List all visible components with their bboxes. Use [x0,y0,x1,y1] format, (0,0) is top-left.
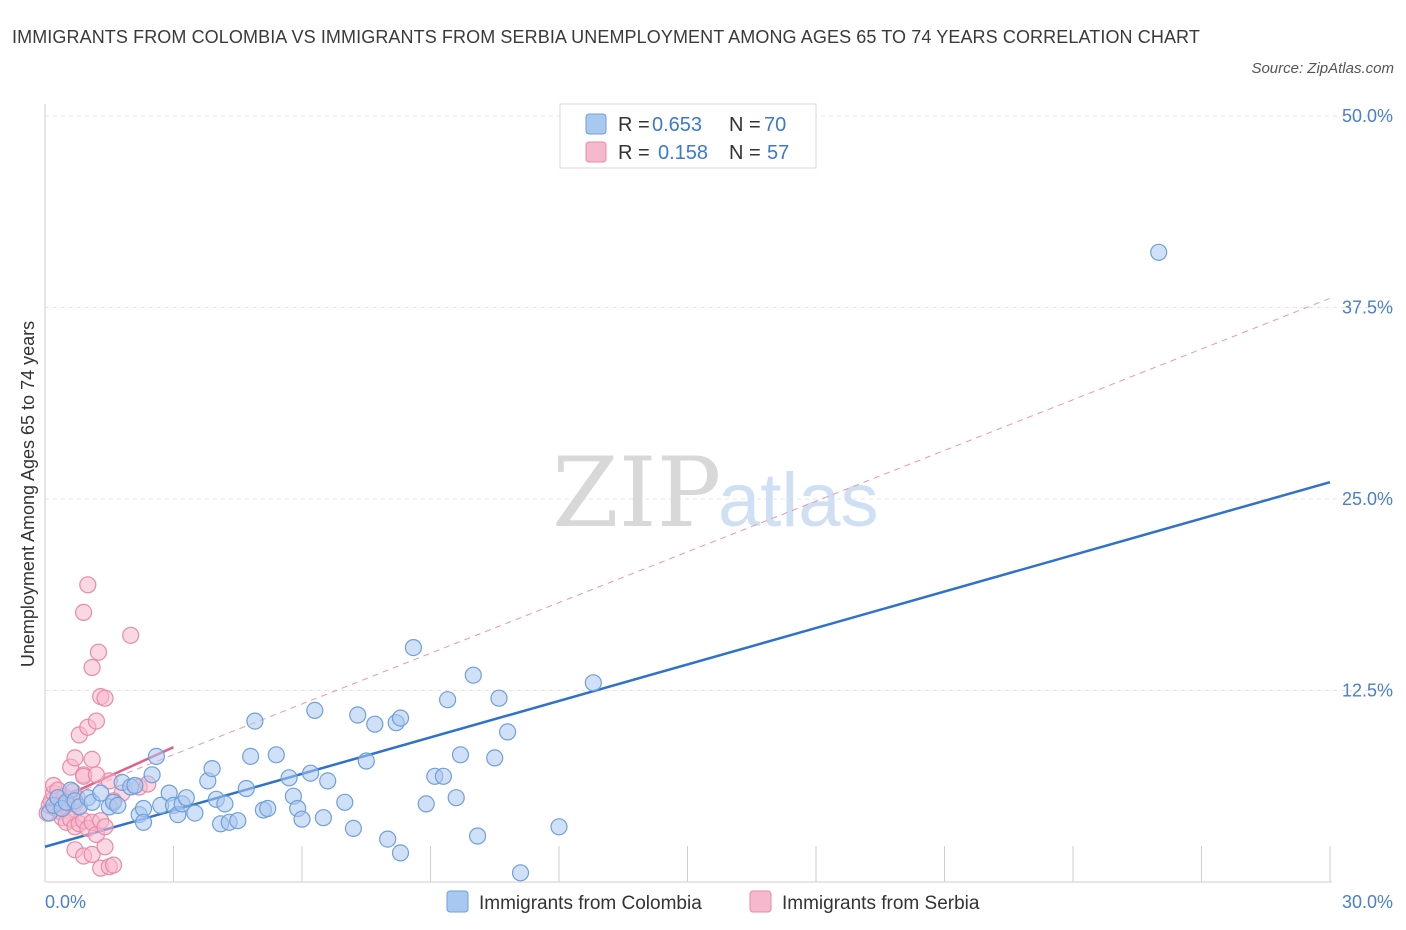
bottom-legend-label-colombia: Immigrants from Colombia [479,893,702,914]
colombia-point-48 [314,809,332,827]
colombia-point-64 [447,789,465,807]
colombia-point-38 [246,712,264,730]
colombia-point-52 [349,706,367,724]
source-label: Source: ZipAtlas.com [1251,60,1394,77]
legend-n-label-colombia: N = [729,114,761,136]
legend-n-label-serbia: N = [729,142,761,164]
y-axis-title: Unemployment Among Ages 65 to 74 years [18,321,38,667]
legend-n-value-serbia: 57 [767,142,789,164]
legend-r-label-serbia: R = [618,142,650,164]
data-points [38,243,1168,882]
x-tick-label-0: 0.0% [45,892,86,912]
colombia-point-33 [216,795,234,813]
x-tick-label-1: 30.0% [1342,892,1393,912]
legend-r-label-colombia: R = [618,114,650,136]
y-tick-label-0: 12.5% [1342,681,1393,701]
colombia-point-45 [293,810,311,828]
colombia-point-66 [464,666,482,684]
colombia-point-57 [391,709,410,727]
y-tick-label-2: 37.5% [1342,298,1393,318]
colombia-point-36 [237,779,255,798]
colombia-point-49 [319,772,337,790]
serbia-point-45 [83,845,101,864]
grid-lines [45,115,1390,691]
tick-labels: 12.5% 25.0% 37.5% 50.0% 0.0% 30.0% [45,106,1393,912]
serbia-point-39 [74,603,93,622]
colombia-point-30 [203,759,221,778]
colombia-point-10 [92,784,110,802]
colombia-point-53 [357,752,375,770]
serbia-point-37 [96,689,114,707]
trend-lines [44,297,1331,848]
colombia-point-27 [177,789,195,807]
colombia-point-54 [366,715,384,733]
legend-n-value-colombia: 70 [764,114,786,136]
watermark-zip: ZIP [552,437,721,549]
colombia-point-20 [143,766,161,784]
colombia-point-63 [439,691,457,709]
trend-line-colombia [44,480,1331,848]
colombia-point-65 [451,746,470,764]
legend: R = 0.653 N = 70 R = 0.158 N = 57 [559,103,817,169]
trend-line-serbia-extended [44,297,1331,806]
colombia-point-58 [391,844,410,862]
serbia-point-42 [122,626,140,644]
colombia-point-41 [267,746,285,764]
colombia-point-50 [336,793,354,811]
colombia-point-59 [404,638,422,657]
serbia-point-28 [96,818,114,836]
colombia-point-71 [511,864,530,882]
bottom-legend-label-serbia: Immigrants from Serbia [782,893,980,914]
legend-swatch-colombia [585,113,607,135]
bottom-legend: Immigrants from Colombia Immigrants from… [446,890,980,914]
chart-title: IMMIGRANTS FROM COLOMBIA VS IMMIGRANTS F… [12,27,1200,47]
colombia-point-21 [147,747,165,766]
colombia-point-70 [499,723,517,741]
serbia-point-41 [89,643,108,661]
serbia-point-47 [96,838,114,856]
colombia-point-42 [280,769,298,787]
colombia-point-16 [126,776,144,795]
colombia-point-62 [434,767,452,785]
colombia-point-40 [259,799,277,818]
bottom-legend-swatch-serbia [749,890,772,913]
legend-r-value-serbia: 0.158 [658,142,708,164]
y-tick-label-1: 25.0% [1342,489,1393,509]
colombia-point-60 [417,795,435,813]
colombia-point-19 [134,813,153,831]
colombia-point-28 [186,804,204,822]
colombia-point-72 [550,818,568,836]
serbia-point-34 [83,750,101,769]
serbia-point-30 [66,749,84,767]
colombia-point-37 [242,747,260,766]
serbia-point-38 [83,658,101,677]
colombia-point-46 [302,764,320,782]
colombia-point-68 [486,749,504,767]
serbia-point-49 [104,856,123,874]
axes [44,104,1332,883]
colombia-point-73 [584,674,602,692]
y-tick-label-3: 50.0% [1342,106,1393,126]
colombia-point-47 [306,701,324,720]
colombia-point-51 [344,819,362,838]
legend-swatch-serbia [585,141,607,163]
colombia-point-55 [379,830,397,848]
colombia-point-74 [1150,243,1168,261]
watermark: ZIP atlas [552,437,879,549]
serbia-point-35 [87,712,106,730]
bottom-legend-swatch-colombia [446,890,469,913]
legend-r-value-colombia: 0.653 [652,114,702,136]
colombia-point-35 [229,812,247,830]
colombia-point-13 [109,796,127,815]
colombia-point-67 [469,827,487,845]
serbia-point-40 [79,576,97,594]
serbia-point-56 [87,766,106,784]
colombia-point-69 [490,689,508,707]
